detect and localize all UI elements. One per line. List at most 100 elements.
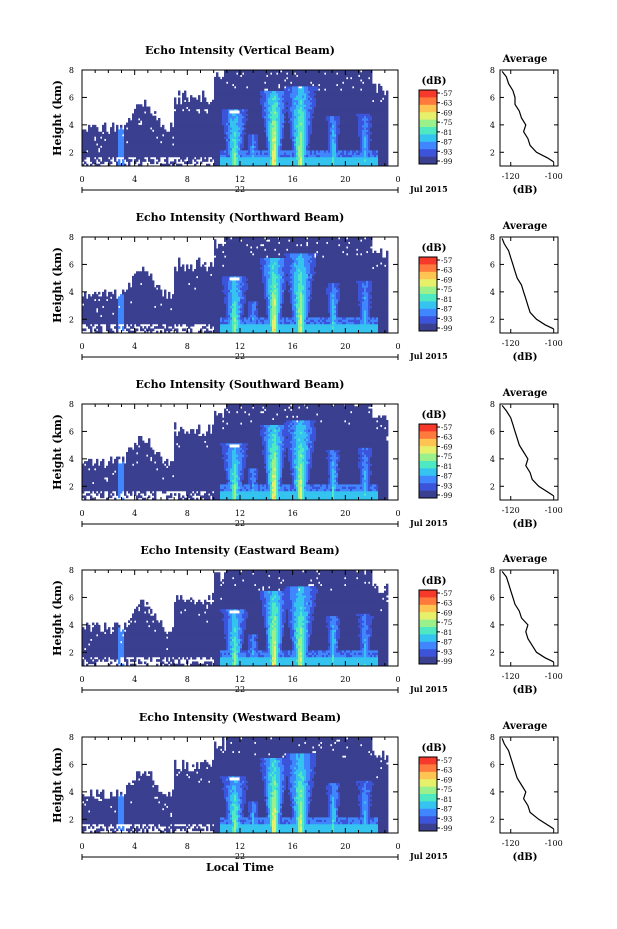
- panel-4: Echo Intensity (Eastward Beam)2468Height…: [51, 544, 563, 696]
- y-tick-label: 6: [69, 93, 74, 102]
- heatmap: [82, 70, 388, 166]
- x-tick-label: 20: [340, 509, 350, 518]
- colorbar-tick-label: -93: [441, 315, 452, 323]
- colorbar-segment: [419, 634, 437, 642]
- bright-layer-gap: [229, 277, 239, 280]
- colorbar-segment: [419, 620, 437, 628]
- colorbar-segment: [419, 157, 437, 165]
- panel-title: Echo Intensity (Southward Beam): [136, 378, 345, 391]
- colorbar-segment: [419, 816, 437, 824]
- colorbar-tick-label: -99: [441, 325, 452, 333]
- average-line: [502, 71, 554, 161]
- y-tick-label: 8: [69, 66, 74, 75]
- y-tick-label: 4: [69, 288, 74, 297]
- average-x-tick-label: -100: [545, 172, 563, 181]
- average-y-tick-label: 6: [490, 593, 495, 602]
- colorbar-unit: (dB): [422, 243, 447, 254]
- x-tick-label: 12: [235, 842, 245, 851]
- colorbar-segment: [419, 757, 437, 765]
- colorbar-tick-label: -87: [441, 639, 452, 647]
- average-y-tick-label: 6: [490, 260, 495, 269]
- colorbar-tick-label: -69: [441, 609, 452, 617]
- x-tick-label: 8: [185, 175, 190, 184]
- average-line: [502, 571, 554, 662]
- average-x-tick-label: -120: [502, 172, 520, 181]
- colorbar-segment: [419, 90, 437, 98]
- average-x-label: (dB): [513, 185, 538, 196]
- x-tick-label: 8: [185, 675, 190, 684]
- colorbar-tick-label: -69: [441, 443, 452, 451]
- y-tick-label: 2: [69, 148, 74, 157]
- colorbar-tick-label: -63: [441, 767, 452, 775]
- bright-layer-gap: [229, 610, 239, 613]
- x-tick-label: 20: [340, 342, 350, 351]
- y-tick-label: 2: [69, 815, 74, 824]
- colorbar-segment: [419, 424, 437, 432]
- colorbar-segment: [419, 301, 437, 309]
- colorbar-segment: [419, 468, 437, 476]
- colorbar-tick-label: -81: [441, 796, 452, 804]
- colorbar-tick-label: -57: [441, 424, 452, 432]
- colorbar-tick-label: -57: [441, 590, 452, 598]
- bright-layer-gap: [229, 444, 239, 447]
- date-day: 22: [235, 852, 245, 861]
- average-title: Average: [502, 54, 548, 65]
- average-y-tick-label: 8: [490, 233, 495, 242]
- colorbar-unit: (dB): [422, 576, 447, 587]
- y-axis-label: Height (km): [51, 414, 64, 490]
- colorbar-segment: [419, 264, 437, 272]
- average-x-tick-label: -100: [545, 839, 563, 848]
- colorbar-segment: [419, 772, 437, 780]
- x-tick-label: 4: [132, 509, 137, 518]
- date-label: Jul 2015: [409, 184, 448, 194]
- average-y-tick-label: 6: [490, 93, 495, 102]
- panel-title: Echo Intensity (Eastward Beam): [140, 544, 339, 557]
- y-tick-label: 2: [69, 482, 74, 491]
- date-day: 22: [235, 519, 245, 528]
- average-x-tick-label: -100: [545, 339, 563, 348]
- x-tick-label: 20: [340, 175, 350, 184]
- colorbar-segment: [419, 309, 437, 317]
- colorbar-tick-label: -57: [441, 90, 452, 98]
- average-y-tick-label: 8: [490, 733, 495, 742]
- colorbar-segment: [419, 590, 437, 598]
- average-title: Average: [502, 554, 548, 565]
- colorbar-segment: [419, 605, 437, 613]
- y-tick-label: 2: [69, 648, 74, 657]
- panel-title: Echo Intensity (Westward Beam): [139, 711, 341, 724]
- average-x-tick-label: -100: [545, 506, 563, 515]
- average-y-tick-label: 4: [490, 455, 495, 464]
- colorbar-tick-label: -63: [441, 600, 452, 608]
- colorbar: (dB)-57-63-69-75-81-87-93-99: [419, 743, 452, 833]
- colorbar: (dB)-57-63-69-75-81-87-93-99: [419, 410, 452, 500]
- colorbar-segment: [419, 824, 437, 832]
- colorbar-segment: [419, 127, 437, 135]
- panel-5: Echo Intensity (Westward Beam)2468Height…: [51, 711, 563, 874]
- average-x-tick-label: -120: [502, 672, 520, 681]
- average-y-tick-label: 8: [490, 400, 495, 409]
- colorbar-segment: [419, 787, 437, 795]
- colorbar-unit: (dB): [422, 410, 447, 421]
- heatmap: [82, 570, 388, 666]
- y-tick-label: 6: [69, 260, 74, 269]
- y-tick-label: 8: [69, 400, 74, 409]
- colorbar-tick-label: -57: [441, 257, 452, 265]
- average-x-label: (dB): [513, 352, 538, 363]
- colorbar-tick-label: -69: [441, 776, 452, 784]
- panel-title: Echo Intensity (Northward Beam): [136, 211, 345, 224]
- date-label: Jul 2015: [409, 518, 448, 528]
- colorbar-segment: [419, 779, 437, 787]
- colorbar-tick-label: -87: [441, 806, 452, 814]
- colorbar-segment: [419, 149, 437, 157]
- x-tick-label: 12: [235, 342, 245, 351]
- panel-title: Echo Intensity (Vertical Beam): [145, 44, 335, 57]
- date-day: 22: [235, 352, 245, 361]
- y-tick-label: 6: [69, 760, 74, 769]
- date-label: Jul 2015: [409, 684, 448, 694]
- x-tick-label: 16: [288, 175, 298, 184]
- average-x-label: (dB): [513, 852, 538, 863]
- colorbar-unit: (dB): [422, 743, 447, 754]
- date-label: Jul 2015: [409, 351, 448, 361]
- colorbar-segment: [419, 324, 437, 332]
